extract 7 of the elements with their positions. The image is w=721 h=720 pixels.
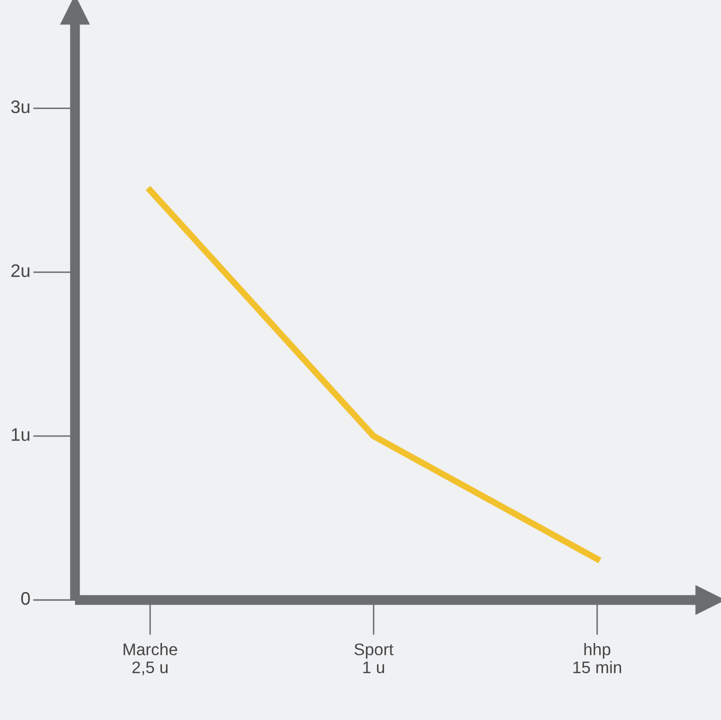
x-tick-label: Sport 1 u [354,643,394,674]
y-tick-label: 2u [11,264,30,278]
y-tick-label: 3u [11,100,30,114]
x-tick-label: Marche 2,5 u [124,643,178,676]
x-tick-label: hhp 15 min [573,643,622,674]
y-tick-label: 0 [21,592,30,605]
y-tick-label: 1u [12,428,30,441]
